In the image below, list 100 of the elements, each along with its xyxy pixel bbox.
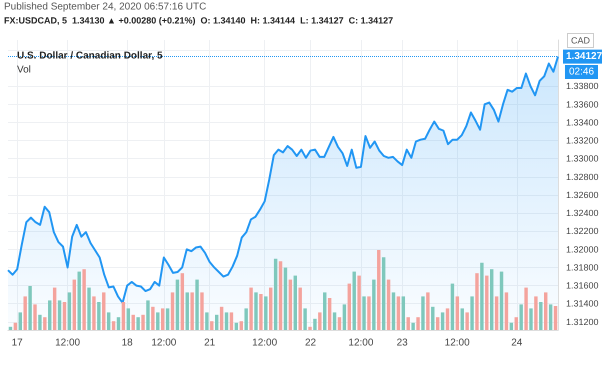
bar [328,298,332,330]
bar [264,296,268,330]
bar [450,284,454,330]
text: 02:46 [568,66,594,78]
bar [132,314,135,330]
bar [205,312,209,330]
bar [122,302,126,330]
bar [77,272,81,330]
bar [180,273,184,330]
x-tick-label: 22 [304,338,316,348]
bar [92,296,96,330]
bar [28,286,32,330]
x-tick-label: 23 [396,338,408,348]
text: CAD [571,36,590,46]
bar [332,312,336,330]
text: FX:USDCAD, 5 1.34130 ▲ +0.00280 (+0.21%) O: 1.34140 H: 1.34144 L: 1.34127 C: 1.34127 [4,16,394,26]
bar [386,280,390,330]
bar [190,292,194,330]
bar [141,314,145,330]
x-tick-label: 17 [12,338,24,348]
bar [126,308,130,330]
bar [48,300,52,330]
bar [230,312,234,330]
bar [323,292,326,330]
bar [214,314,218,330]
bar [68,292,72,330]
y-tick-label: 1.32200 [566,226,599,236]
bar [288,280,292,330]
y-tick-label: 1.33200 [566,136,599,146]
y-tick-label: 1.33000 [566,154,599,164]
bar [402,296,406,330]
y-tick-label: 1.32000 [566,244,599,254]
bar [244,308,248,330]
bar [234,322,238,330]
bar [372,280,376,330]
bar [406,317,410,330]
bar [421,296,425,330]
bar [318,312,322,330]
bar [160,308,164,330]
bar [431,306,434,330]
chart-title: Vol [17,64,31,76]
bar [377,250,380,330]
bar [382,257,386,330]
x-tick-label: 12:00 [444,338,470,348]
bar [156,312,160,330]
bar [539,302,543,330]
bar [58,300,62,330]
bar [465,312,469,330]
y-tick-label: 1.31800 [566,262,599,272]
bar [278,261,282,330]
bar [166,308,170,330]
bar [470,296,474,330]
bar [176,280,180,330]
x-tick-label: 21 [204,338,216,348]
bar [494,296,498,330]
bar [18,312,22,330]
bar [554,306,558,330]
bar [195,280,199,330]
bar [240,321,243,330]
y-tick-label: 1.31400 [566,298,599,309]
bar [14,322,18,330]
bar [490,269,494,330]
bar [220,306,224,330]
bar [367,296,371,330]
bar [440,312,444,330]
bar [426,292,430,330]
bar [303,308,307,330]
x-tick-label: 12:00 [252,338,278,348]
bar [259,294,263,330]
bar [112,321,116,330]
bar [52,288,56,330]
bar [72,280,76,330]
bar [23,296,27,330]
bar [274,258,278,330]
bar [510,322,514,330]
bar [514,317,518,330]
y-tick-label: 1.31200 [566,316,599,327]
text: U.S. Dollar / Canadian Dollar, 5 [17,50,164,62]
bar [456,296,460,330]
bar [411,322,415,330]
bar [136,317,140,330]
bar [43,317,47,330]
bar [8,326,12,330]
bar [284,268,288,330]
x-tick-label: 12:00 [151,338,177,348]
bar [269,288,272,330]
y-tick-label: 1.32400 [566,208,599,218]
bar [151,306,155,330]
bar [544,292,548,330]
bar [210,321,214,330]
bar [82,269,86,330]
bar [480,262,484,330]
y-tick-label: 1.33800 [566,81,599,92]
bar [342,304,346,330]
x-tick-label: 12:00 [55,338,81,348]
bar [313,318,317,330]
bar [357,276,361,330]
bar [504,292,508,330]
y-tick-label: 1.33600 [566,99,599,110]
x-tick-label: 24 [511,338,523,348]
